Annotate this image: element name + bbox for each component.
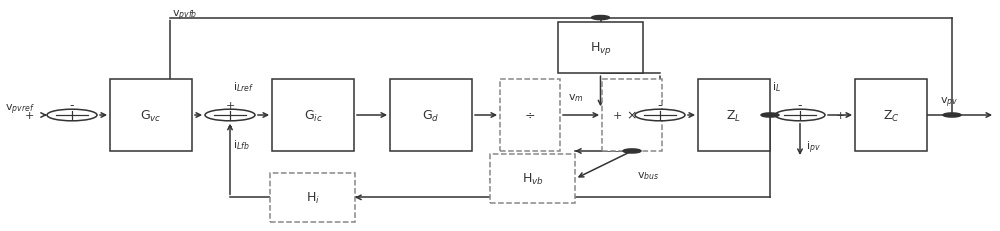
Bar	[272, 80, 354, 151]
Text: +: +	[835, 110, 845, 121]
Text: i$_{pv}$: i$_{pv}$	[806, 139, 821, 155]
Bar	[602, 80, 662, 151]
Text: Z$_{C}$: Z$_{C}$	[883, 108, 899, 123]
Text: v$_{m}$: v$_{m}$	[568, 92, 584, 104]
Circle shape	[623, 149, 641, 153]
Bar	[390, 80, 472, 151]
Text: i$_{Lref}$: i$_{Lref}$	[233, 80, 254, 94]
Text: G$_{ic}$: G$_{ic}$	[304, 108, 322, 123]
Text: ×: ×	[627, 109, 637, 122]
Text: -: -	[70, 99, 74, 112]
Text: v$_{pv}$: v$_{pv}$	[940, 96, 958, 110]
Text: -: -	[228, 120, 232, 133]
Text: -: -	[658, 99, 662, 112]
Text: i$_{L}$: i$_{L}$	[772, 80, 781, 94]
Text: G$_{d}$: G$_{d}$	[422, 108, 440, 123]
Bar	[270, 173, 355, 222]
Bar	[855, 80, 927, 151]
Text: v$_{pvfb}$: v$_{pvfb}$	[172, 9, 198, 23]
Text: +: +	[24, 110, 34, 121]
Circle shape	[635, 110, 685, 121]
Circle shape	[943, 113, 961, 118]
Text: H$_{vp}$: H$_{vp}$	[590, 40, 611, 57]
Text: ÷: ÷	[525, 109, 535, 122]
Text: i$_{Lfb}$: i$_{Lfb}$	[233, 137, 250, 151]
Bar	[110, 80, 192, 151]
Circle shape	[47, 110, 97, 121]
Text: +: +	[612, 110, 622, 121]
Circle shape	[592, 16, 610, 21]
Text: H$_{vb}$: H$_{vb}$	[522, 171, 543, 187]
Circle shape	[761, 113, 779, 118]
Bar	[558, 23, 643, 74]
Text: v$_{pvref}$: v$_{pvref}$	[5, 103, 35, 117]
Text: Z$_{L}$: Z$_{L}$	[726, 108, 742, 123]
Circle shape	[775, 110, 825, 121]
Text: H$_{i}$: H$_{i}$	[306, 190, 319, 205]
Text: +: +	[225, 100, 235, 111]
Text: -: -	[798, 99, 802, 112]
Bar	[698, 80, 770, 151]
Circle shape	[205, 110, 255, 121]
Text: v$_{bus}$: v$_{bus}$	[637, 170, 659, 181]
Bar	[490, 155, 575, 203]
Bar	[500, 80, 560, 151]
Text: G$_{vc}$: G$_{vc}$	[140, 108, 162, 123]
